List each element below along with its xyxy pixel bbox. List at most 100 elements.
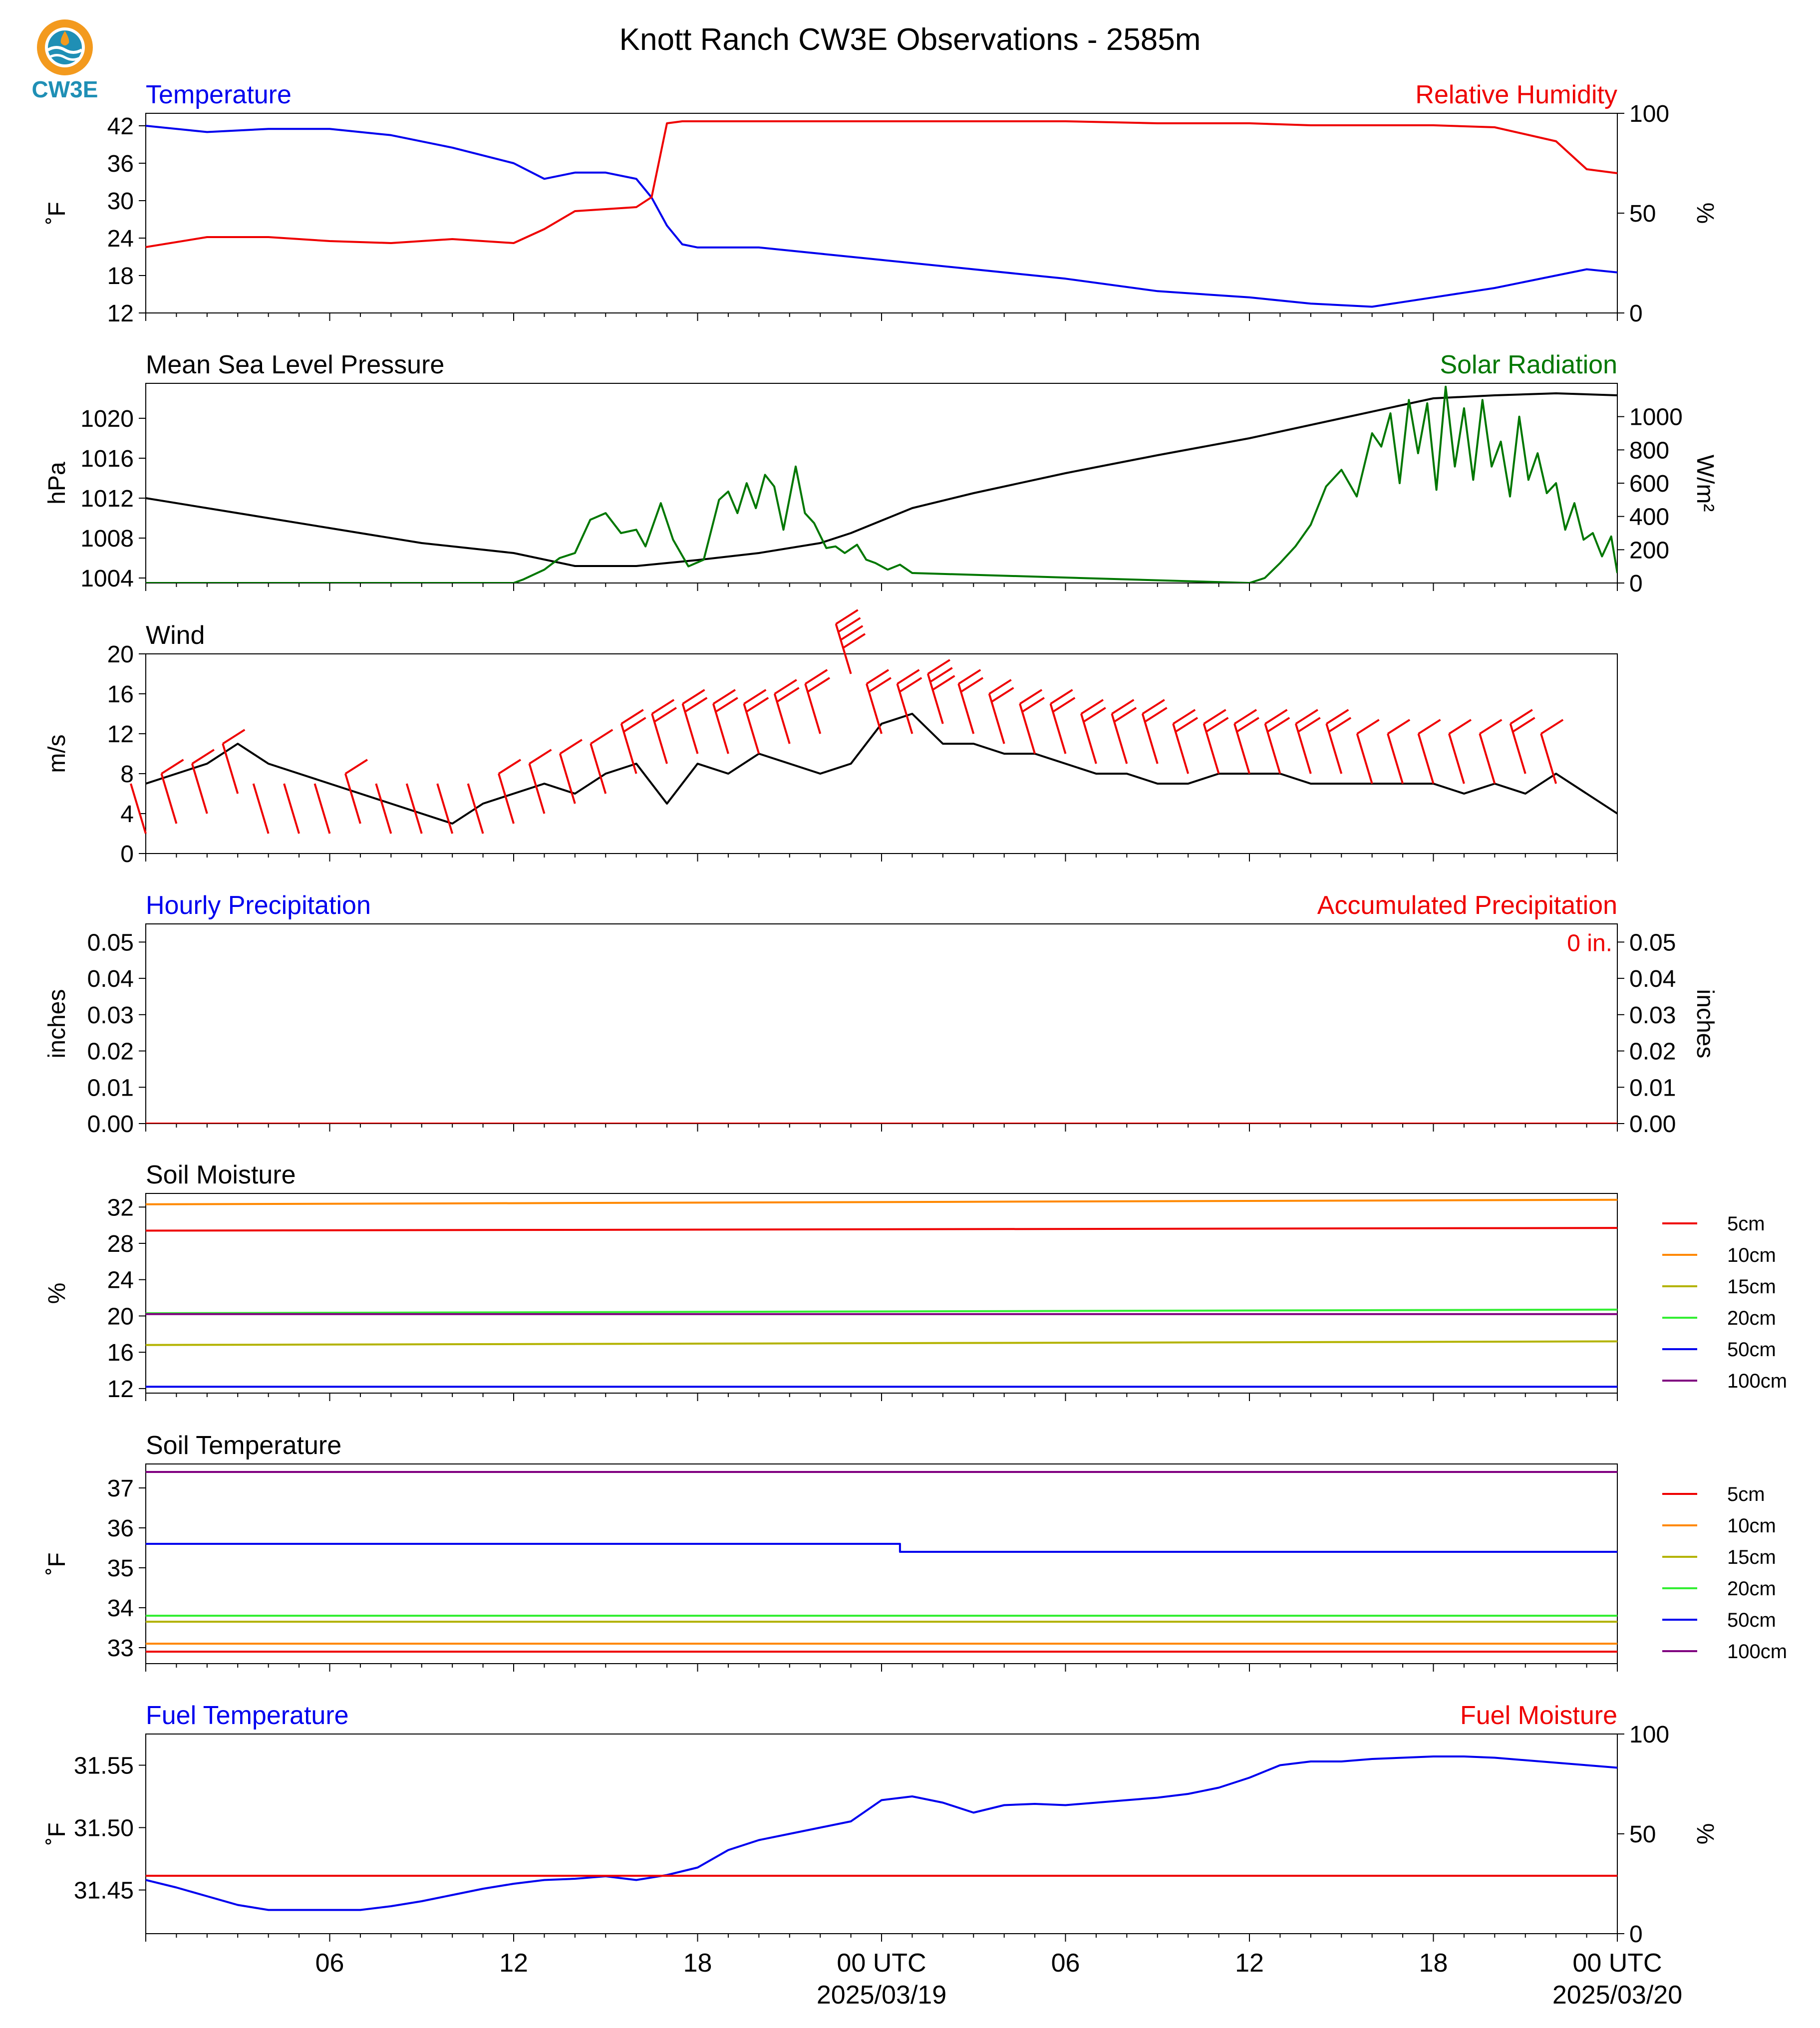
barb-staff [651,713,668,764]
barb-flag [1295,709,1318,725]
barb-flag [899,677,922,693]
barb-flag [988,679,1012,695]
plot-area [146,1198,1617,1388]
wind-barb [252,783,270,834]
barb-flag [1297,717,1321,733]
wind-barb [191,749,215,814]
barb-staff [436,783,454,834]
barb-staff [1356,733,1373,784]
plot-area [146,713,1617,825]
barb-flag [529,749,552,765]
series-line-left-0 [146,713,1617,825]
logo-text: CW3E [32,76,98,102]
barb-staff [1387,733,1404,784]
y-tick-label-right: 50 [1629,201,1656,227]
wind-barb [559,739,583,804]
x-tick-label: 06 [1051,1949,1080,1978]
y-tick-label-right: 200 [1629,537,1669,564]
barb-staff [743,703,760,754]
y-tick-label-left: 12 [107,1376,134,1403]
barb-flag [1236,717,1259,733]
barb-flag [838,617,861,633]
y-tick-label-left: 31.45 [74,1878,134,1904]
barb-flag [623,717,646,733]
y-axis-label-left: inches [44,989,70,1059]
y-axis-label-left: ˚F [44,1552,70,1575]
barb-flag [1512,717,1535,733]
barb-flag [498,759,522,775]
wind-barb [375,783,392,834]
y-tick-label-left: 20 [107,641,134,668]
barb-staff [957,683,975,734]
series-line-10cm [146,1198,1617,1205]
panel-title-right: Accumulated Precipitation [1317,891,1617,920]
y-tick-label-right: 50 [1629,1821,1656,1848]
barb-staff [1019,703,1036,754]
panel-title-right: Solar Radiation [1440,350,1617,379]
barb-flag [620,709,644,725]
y-tick-label-left: 31.50 [74,1815,134,1842]
wind-barb [651,699,677,764]
wind-barb [1264,709,1290,774]
series-line-50cm [146,1543,1617,1553]
y-tick-label-right: 0.03 [1629,1002,1676,1029]
barb-flag [1267,717,1290,733]
wind-barb [1540,719,1564,784]
y-tick-label-left: 1004 [80,566,134,592]
barb-staff [681,703,699,754]
legend-label: 100cm [1727,1370,1787,1392]
wind-barb [804,669,831,734]
barb-staff [712,703,729,754]
y-tick-label-right: 400 [1629,504,1669,531]
wind-barb [222,729,246,794]
barb-flag [1203,709,1226,725]
wind-barb [528,749,552,814]
y-axis-label-left: ˚F [44,1822,70,1845]
x-tick-label: 12 [499,1949,528,1978]
panel-title-left: Hourly Precipitation [146,891,371,920]
x-tick-label: 00 UTC [1572,1949,1662,1978]
barb-staff [1325,723,1343,774]
wind-barb [1049,689,1076,754]
y-tick-label-right: 800 [1629,437,1669,464]
wind-barb [467,783,484,834]
barb-flag [805,669,828,685]
wind-barb [620,709,646,774]
x-date-label: 2025/03/19 [817,1981,946,2010]
y-axis-label-left: hPa [44,462,70,505]
barb-staff [191,763,208,814]
panel-title-left: Temperature [146,80,292,109]
x-tick-label: 06 [315,1949,344,1978]
plot-area [146,120,1617,308]
panels-container: Temperature Relative Humidity121824303642… [44,80,1787,2010]
barb-flag [776,687,800,703]
wind-barb [283,783,300,834]
x-tick-label: 12 [1235,1949,1264,1978]
panel-4: Hourly Precipitation Accumulated Precipit… [44,891,1718,1138]
barb-staff [1294,723,1312,774]
wind-barbs [130,609,1564,834]
series-line-5cm [146,1227,1617,1232]
y-axis-label-left: % [44,1283,70,1304]
barb-flag [835,609,859,625]
barb-staff [1172,723,1190,774]
y-tick-label-right: 600 [1629,471,1669,497]
y-tick-label-left: 0.00 [87,1111,134,1138]
barb-staff [1141,713,1159,764]
barb-staff [222,743,239,794]
y-tick-label-left: 1020 [80,406,134,432]
series-line-left-0 [146,392,1617,567]
barb-staff [896,683,913,734]
legend: 5cm 10cm 15cm 20cm 50cm 100cm [1662,1483,1787,1663]
barb-flag [1326,709,1349,725]
barb-flag [344,759,368,775]
y-tick-label-right: 0 [1629,1921,1643,1948]
y-tick-label-left: 16 [107,1340,134,1366]
panel-6: Soil Temperature 33 34 35 36 37 ˚F 5cm 10cm 15cm 2… [44,1431,1787,1672]
y-tick-label-left: 35 [107,1555,134,1582]
y-axis-label-right: % [1692,1823,1718,1845]
y-tick-label-left: 36 [107,1515,134,1542]
x-tick-label: 00 UTC [837,1949,926,1978]
barb-staff [1540,733,1557,784]
legend-label: 20cm [1727,1578,1776,1600]
